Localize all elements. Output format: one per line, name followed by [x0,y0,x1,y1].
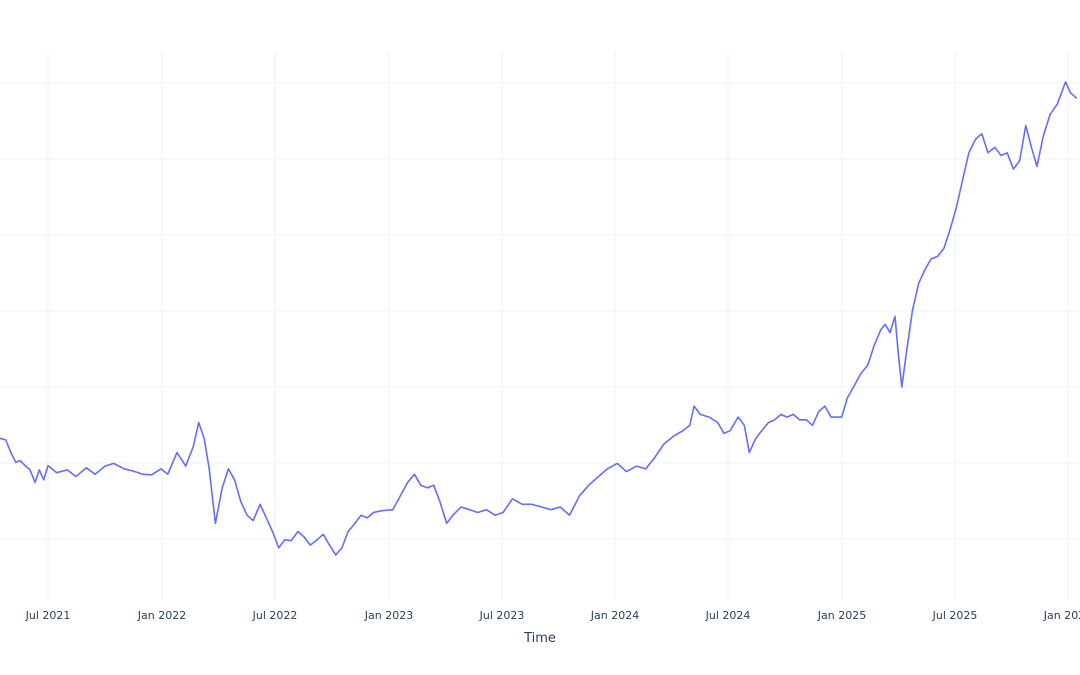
series-line [0,81,1078,556]
x-axis-title: Time [523,631,556,646]
x-tick-label: Jan 2026 [1043,609,1080,622]
x-tick-label: Jul 2024 [705,609,751,622]
x-axis-ticks: Jul 2021 Jan 2022 Jul 2022 Jan 2023 Jul 2023… [25,609,1080,622]
x-tick-label: Jul 2021 [25,609,71,622]
x-tick-label: Jan 2023 [364,609,413,622]
grid [0,52,1080,600]
x-tick-label: Jul 2023 [479,609,525,622]
x-tick-label: Jul 2022 [252,609,298,622]
x-tick-label: Jan 2024 [590,609,639,622]
x-tick-label: Jan 2025 [817,609,866,622]
x-tick-label: Jul 2025 [932,609,978,622]
series-group [0,81,1078,556]
x-tick-label: Jan 2022 [137,609,186,622]
